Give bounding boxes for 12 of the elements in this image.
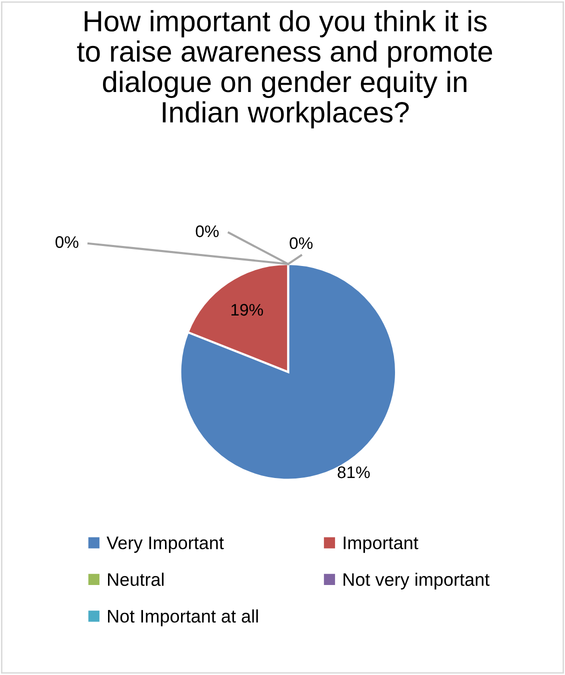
data-label: 19% (231, 304, 263, 316)
legend-label: Important (344, 536, 418, 553)
legend-label: Not Important at all (108, 609, 258, 626)
chart-title: How important do you think it is to raise awareness and promote dialogue on gender equity in Indian workplaces? (77, 10, 492, 128)
legend-label: Not very important (344, 572, 490, 590)
text: 0% (56, 236, 78, 248)
legend-label: Very Important (106, 536, 224, 553)
data-label: 81% (338, 466, 370, 478)
text: 0% (196, 225, 219, 238)
legend-label: Neutral (108, 572, 164, 586)
pie-slice (179, 262, 398, 481)
text: 0% (290, 237, 313, 250)
